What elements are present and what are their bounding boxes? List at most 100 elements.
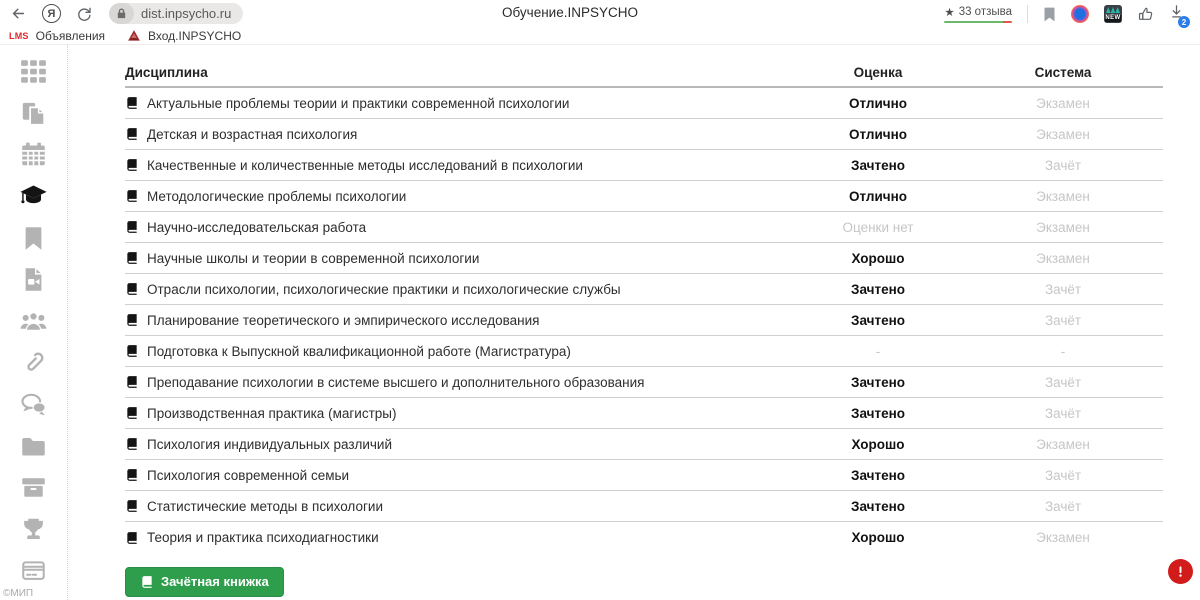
discipline-name: Подготовка к Выпускной квалификационной …: [147, 343, 571, 359]
system-cell: Зачёт: [1044, 467, 1082, 483]
discipline-name: Методологические проблемы психологии: [147, 188, 407, 204]
table-row[interactable]: Актуальные проблемы теории и практики со…: [125, 88, 1163, 119]
system-cell: -: [1060, 343, 1066, 359]
book-icon: [127, 252, 137, 264]
graduation-cap-icon: [20, 185, 47, 204]
table-row[interactable]: Методологические проблемы психологии Отл…: [125, 181, 1163, 212]
trophy-icon: [24, 518, 43, 539]
alert-notification[interactable]: [1168, 559, 1193, 584]
grade-cell: Зачтено: [851, 281, 905, 297]
discipline-cell[interactable]: Качественные и количественные методы исс…: [125, 158, 793, 173]
extension-browser-icon[interactable]: [1071, 5, 1089, 23]
inpsycho-favicon: [128, 29, 140, 41]
system-cell: Экзамен: [1036, 436, 1090, 452]
system-cell: Экзамен: [1036, 188, 1090, 204]
discipline-cell[interactable]: Методологические проблемы психологии: [125, 189, 793, 204]
extension-pattern: [1106, 7, 1120, 13]
grade-cell: Хорошо: [851, 436, 905, 452]
book-icon: [127, 531, 137, 544]
book-icon: [127, 190, 137, 202]
column-header-discipline: Дисциплина: [125, 64, 208, 80]
bookmark-lms[interactable]: LMS Объявления: [9, 29, 105, 43]
sidebar-item-files[interactable]: [0, 342, 67, 384]
bookmark-inpsycho[interactable]: Вход.INPSYCHO: [127, 29, 241, 43]
sidebar-item-calendar[interactable]: [0, 134, 67, 176]
discipline-cell[interactable]: Планирование теоретического и эмпирическ…: [125, 313, 793, 328]
discipline-cell[interactable]: Детская и возрастная психология: [125, 127, 793, 142]
sidebar-item-bookmarks[interactable]: [0, 217, 67, 259]
discipline-cell[interactable]: Статистические методы в психологии: [125, 499, 793, 514]
sidebar-item-messages[interactable]: [0, 384, 67, 426]
site-rating[interactable]: ★ 33 отзыва: [944, 5, 1012, 24]
yandex-button[interactable]: Я: [42, 4, 61, 23]
video-file-icon: [25, 268, 42, 292]
discipline-cell[interactable]: Психология современной семьи: [125, 468, 793, 483]
lock-segment[interactable]: [109, 3, 134, 24]
table-row[interactable]: Отрасли психологии, психологические прак…: [125, 274, 1163, 305]
sidebar-item-documents[interactable]: [0, 93, 67, 135]
back-button[interactable]: [10, 5, 27, 22]
discipline-cell[interactable]: Психология индивидуальных различий: [125, 437, 793, 452]
table-row[interactable]: Преподавание психологии в системе высшег…: [125, 367, 1163, 398]
discipline-name: Планирование теоретического и эмпирическ…: [147, 312, 540, 328]
table-row[interactable]: Теория и практика психодиагностики Хорош…: [125, 522, 1163, 553]
archive-icon: [22, 478, 45, 497]
extension-new-icon[interactable]: NEW: [1104, 5, 1122, 23]
discipline-cell[interactable]: Научно-исследовательская работа: [125, 220, 793, 235]
discipline-name: Теория и практика психодиагностики: [147, 530, 379, 545]
book-icon: [127, 407, 137, 419]
downloads-button[interactable]: 2: [1169, 3, 1190, 28]
table-row[interactable]: Психология современной семьи Зачтено Зач…: [125, 460, 1163, 491]
yandex-icon: Я: [42, 4, 61, 23]
sidebar-item-archive[interactable]: [0, 467, 67, 509]
reload-button[interactable]: [76, 6, 92, 22]
discipline-name: Психология индивидуальных различий: [147, 436, 392, 452]
table-row[interactable]: Статистические методы в психологии Зачте…: [125, 491, 1163, 522]
table-row[interactable]: Качественные и количественные методы исс…: [125, 150, 1163, 181]
sidebar-item-education[interactable]: [0, 176, 67, 218]
rating-count: 33 отзыва: [958, 5, 1012, 18]
bookmark-flag-icon[interactable]: [1043, 7, 1056, 22]
documents-icon: [22, 102, 46, 126]
table-row[interactable]: Производственная практика (магистры) Зач…: [125, 398, 1163, 429]
grade-cell: Хорошо: [851, 250, 905, 266]
system-cell: Экзамен: [1036, 530, 1090, 545]
sidebar-item-grid[interactable]: [0, 51, 67, 93]
exclamation-icon: [1179, 566, 1182, 577]
main-content: Дисциплина Оценка Система Актуальные про…: [69, 45, 1200, 600]
page-title: Обучение.INPSYCHO: [502, 5, 638, 20]
url-text: dist.inpsycho.ru: [141, 6, 232, 21]
discipline-cell[interactable]: Научные школы и теории в современной пси…: [125, 251, 793, 266]
hand-gesture-icon[interactable]: [1137, 6, 1154, 23]
discipline-name: Преподавание психологии в системе высшег…: [147, 374, 645, 390]
table-row[interactable]: Психология индивидуальных различий Хорош…: [125, 429, 1163, 460]
discipline-cell[interactable]: Актуальные проблемы теории и практики со…: [125, 96, 793, 111]
discipline-cell[interactable]: Теория и практика психодиагностики: [125, 530, 793, 545]
system-cell: Экзамен: [1036, 126, 1090, 142]
lock-icon: [117, 8, 126, 19]
discipline-cell[interactable]: Отрасли психологии, психологические прак…: [125, 282, 793, 297]
book-icon: [127, 221, 137, 233]
grade-cell: Отлично: [848, 126, 908, 142]
discipline-cell[interactable]: Подготовка к Выпускной квалификационной …: [125, 344, 793, 359]
discipline-name: Статистические методы в психологии: [147, 498, 383, 514]
address-bar[interactable]: dist.inpsycho.ru: [109, 3, 244, 24]
grade-cell: Зачтено: [851, 467, 905, 483]
table-row[interactable]: Детская и возрастная психология Отлично …: [125, 119, 1163, 150]
sidebar-item-groups[interactable]: [0, 301, 67, 343]
table-row[interactable]: Подготовка к Выпускной квалификационной …: [125, 336, 1163, 367]
users-icon: [20, 311, 47, 331]
sidebar-item-videos[interactable]: [0, 259, 67, 301]
sidebar-item-folders[interactable]: [0, 425, 67, 467]
gradebook-table-body: Актуальные проблемы теории и практики со…: [125, 88, 1163, 553]
discipline-cell[interactable]: Преподавание психологии в системе высшег…: [125, 375, 793, 390]
grade-cell: -: [875, 343, 881, 359]
sidebar-item-achievements[interactable]: [0, 509, 67, 551]
discipline-name: Отрасли психологии, психологические прак…: [147, 281, 621, 297]
table-row[interactable]: Планирование теоретического и эмпирическ…: [125, 305, 1163, 336]
discipline-cell[interactable]: Производственная практика (магистры): [125, 406, 793, 421]
table-row[interactable]: Научные школы и теории в современной пси…: [125, 243, 1163, 274]
table-row[interactable]: Научно-исследовательская работа Оценки н…: [125, 212, 1163, 243]
sidebar-item-payments[interactable]: [0, 550, 67, 592]
gradebook-button[interactable]: Зачётная книжка: [125, 567, 284, 597]
